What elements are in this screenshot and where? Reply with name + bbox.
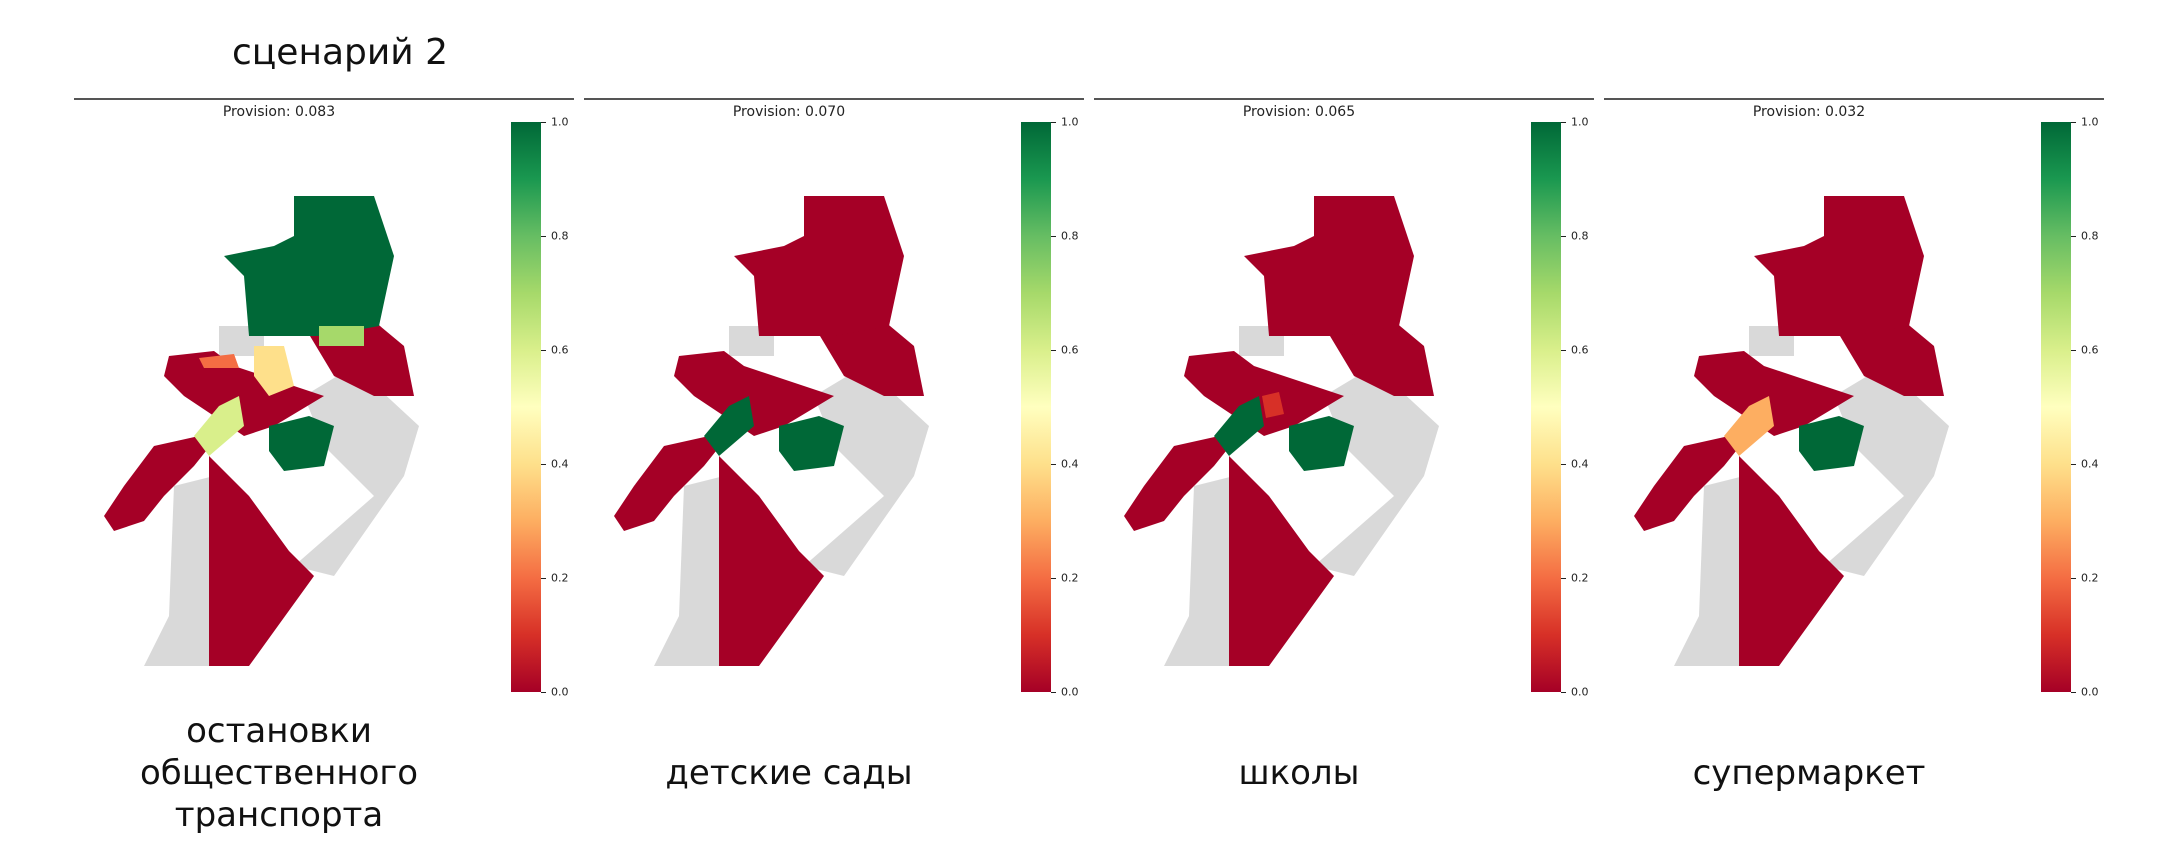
region-dense-green bbox=[779, 416, 844, 471]
caption-kindergartens: детские сады bbox=[665, 753, 913, 793]
provision-value: 0.070 bbox=[805, 104, 846, 120]
panel-divider bbox=[584, 98, 1084, 100]
region-center-red bbox=[1184, 351, 1344, 436]
colorbar-tick: 1.0 bbox=[551, 115, 569, 129]
region-mid-yellow bbox=[254, 346, 294, 396]
region-center-red bbox=[674, 351, 834, 436]
colorbar-tick: 0.6 bbox=[551, 343, 569, 357]
region-dense-green bbox=[1799, 416, 1864, 471]
colorbar-tick: 0.4 bbox=[2081, 457, 2099, 471]
choropleth-map bbox=[614, 196, 929, 666]
colorbar-tick: 0.6 bbox=[1571, 343, 1589, 357]
region-north-red bbox=[734, 196, 904, 336]
region-south-red bbox=[209, 456, 314, 666]
colorbar-tick: 0.0 bbox=[1061, 685, 1079, 699]
colorbar-tick: 0.4 bbox=[1061, 457, 1079, 471]
region-south-red bbox=[719, 456, 824, 666]
provision-label: Provision: bbox=[732, 104, 801, 120]
map-panel-schools: Provision: 0.065 1.0 0.8 0.6 0.4 0.2 0.0 bbox=[1094, 96, 1594, 716]
region-center-red bbox=[164, 351, 324, 436]
colorbar-tick: 0.8 bbox=[2081, 229, 2099, 243]
colorbar-tick: 0.2 bbox=[551, 571, 569, 585]
provision-label: Provision: bbox=[222, 104, 291, 120]
region-southwest-orange bbox=[1724, 396, 1774, 456]
colorbar-tick: 0.0 bbox=[1571, 685, 1589, 699]
colorbar-tick: 0.0 bbox=[2081, 685, 2099, 699]
region-west-red bbox=[614, 436, 724, 531]
colorbar-tick: 1.0 bbox=[2081, 115, 2099, 129]
region-north-red bbox=[1754, 196, 1924, 336]
provision-label: Provision: bbox=[1242, 104, 1311, 120]
region-dense-green bbox=[269, 416, 334, 471]
provision-value: 0.083 bbox=[295, 104, 336, 120]
region-east-red bbox=[814, 321, 924, 396]
region-east-red bbox=[1324, 321, 1434, 396]
panel-divider bbox=[1094, 98, 1594, 100]
choropleth-map bbox=[1124, 196, 1439, 666]
colorbar-tick: 0.2 bbox=[1571, 571, 1589, 585]
region-south-red bbox=[1739, 456, 1844, 666]
choropleth-map bbox=[104, 196, 419, 666]
colorbar-tick: 0.0 bbox=[551, 685, 569, 699]
colorbar-tick: 0.8 bbox=[551, 229, 569, 243]
region-large-east bbox=[1824, 366, 1949, 576]
region-orange bbox=[199, 354, 239, 368]
region-north-red bbox=[1244, 196, 1414, 336]
caption-transport-stops: остановки общественного транспорта bbox=[139, 711, 419, 835]
colorbar bbox=[1531, 122, 1561, 692]
colorbar-tick: 0.6 bbox=[1061, 343, 1079, 357]
region-south-red bbox=[1229, 456, 1334, 666]
provision-readout: Provision: 0.065 bbox=[1094, 104, 1504, 120]
colorbar bbox=[2041, 122, 2071, 692]
colorbar-tick: 0.4 bbox=[551, 457, 569, 471]
map-panel-kindergartens: Provision: 0.070 1.0 0.8 0.6 0.4 0.2 0.0 bbox=[584, 96, 1084, 716]
colorbar-tick: 0.4 bbox=[1571, 457, 1589, 471]
map-panel-transport-stops: Provision: 0.083 1.0 0.8 0.6 0.4 0.2 0.0 bbox=[74, 96, 574, 716]
colorbar-tick: 1.0 bbox=[1571, 115, 1589, 129]
panel-divider bbox=[1604, 98, 2104, 100]
colorbar-tick: 0.8 bbox=[1061, 229, 1079, 243]
provision-readout: Provision: 0.070 bbox=[584, 104, 994, 120]
panel-divider bbox=[74, 98, 574, 100]
region-southwest-green bbox=[1214, 396, 1264, 456]
region-light-green bbox=[319, 326, 364, 346]
region-west-red bbox=[1124, 436, 1234, 531]
region-large-east bbox=[1314, 366, 1439, 576]
provision-readout: Provision: 0.032 bbox=[1604, 104, 2014, 120]
colorbar-tick: 0.6 bbox=[2081, 343, 2099, 357]
colorbar-tick: 0.2 bbox=[1061, 571, 1079, 585]
scenario-title: сценарий 2 bbox=[232, 32, 449, 73]
colorbar-tick: 1.0 bbox=[1061, 115, 1079, 129]
provision-label: Provision: bbox=[1752, 104, 1821, 120]
region-dense-green bbox=[1289, 416, 1354, 471]
region-center-red bbox=[1694, 351, 1854, 436]
region-east-red bbox=[1834, 321, 1944, 396]
region-north-green bbox=[224, 196, 394, 336]
region-small-red bbox=[1262, 392, 1284, 418]
region-southwest-yellow bbox=[194, 396, 244, 456]
region-southwest-green bbox=[704, 396, 754, 456]
region-west-red bbox=[1634, 436, 1744, 531]
caption-supermarket: супермаркет bbox=[1692, 753, 1926, 793]
provision-readout: Provision: 0.083 bbox=[74, 104, 484, 120]
colorbar-tick: 0.2 bbox=[2081, 571, 2099, 585]
region-large-east bbox=[294, 366, 419, 576]
caption-schools: школы bbox=[1238, 753, 1360, 793]
region-large-east bbox=[804, 366, 929, 576]
colorbar bbox=[511, 122, 541, 692]
colorbar bbox=[1021, 122, 1051, 692]
provision-value: 0.065 bbox=[1315, 104, 1356, 120]
map-panel-supermarket: Provision: 0.032 1.0 0.8 0.6 0.4 0.2 0.0 bbox=[1604, 96, 2104, 716]
provision-value: 0.032 bbox=[1825, 104, 1866, 120]
colorbar-tick: 0.8 bbox=[1571, 229, 1589, 243]
choropleth-map bbox=[1634, 196, 1949, 666]
region-west-red bbox=[104, 436, 214, 531]
